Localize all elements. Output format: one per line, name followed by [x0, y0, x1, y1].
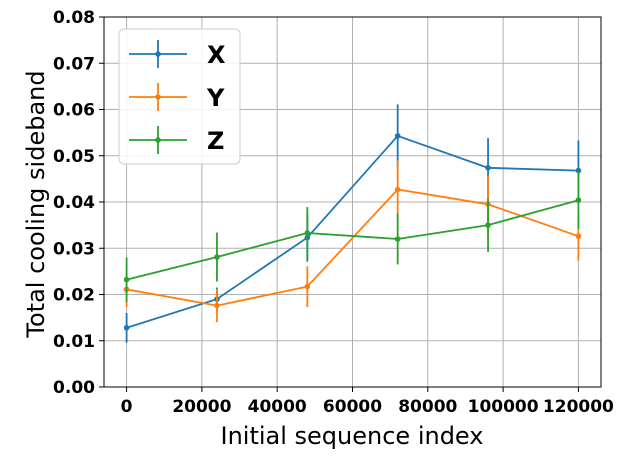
x-tick-label: 0 — [121, 397, 133, 417]
data-point — [214, 302, 220, 309]
legend: XYZ — [118, 28, 241, 165]
y-tick-label: 0.08 — [53, 8, 95, 28]
legend-swatch-marker — [155, 51, 161, 57]
legend-entry: Z — [129, 126, 224, 155]
y-tick-label: 0.06 — [53, 101, 95, 121]
data-point — [304, 283, 311, 290]
data-point — [575, 197, 582, 203]
series-line — [126, 188, 579, 307]
x-tick-label: 20000 — [172, 397, 231, 417]
data-point — [214, 254, 220, 260]
data-point — [123, 325, 130, 331]
series-z — [123, 171, 582, 302]
y-tick-label: 0.00 — [53, 378, 95, 398]
data-point — [485, 164, 491, 171]
y-tick-label: 0.02 — [53, 286, 95, 306]
data-point — [123, 276, 130, 283]
data-point — [394, 186, 401, 193]
data-point — [394, 236, 401, 242]
x-tick-label: 120000 — [543, 397, 614, 417]
data-point — [575, 233, 582, 240]
legend-label: X — [207, 41, 226, 69]
y-tick-label: 0.07 — [53, 54, 95, 74]
legend-swatch-marker — [155, 94, 161, 100]
x-ticks: 0 20000 40000 60000 80000 100000 120000 — [121, 387, 614, 417]
y-tick-label: 0.01 — [53, 332, 95, 352]
legend-label: Z — [207, 127, 224, 155]
y-tick-label: 0.04 — [53, 193, 95, 213]
data-point — [304, 230, 311, 236]
data-point — [485, 222, 491, 228]
legend-label: Y — [206, 84, 225, 112]
y-ticks: 0.00 0.01 0.02 0.03 0.04 0.05 0.06 0.07 0.08 — [53, 8, 104, 398]
x-tick-label: 60000 — [323, 397, 382, 417]
x-tick-label: 100000 — [468, 397, 539, 417]
grid — [104, 16, 601, 388]
x-tick-label: 40000 — [248, 397, 307, 417]
series-layer — [123, 104, 582, 343]
data-point — [394, 133, 401, 139]
series-line — [126, 199, 579, 281]
legend-entry: X — [129, 40, 226, 69]
legend-swatch-marker — [155, 137, 161, 143]
y-tick-label: 0.03 — [53, 239, 95, 259]
legend-entry: Y — [129, 83, 225, 112]
x-axis-title: Initial sequence index — [221, 422, 484, 450]
y-axis-title: Total cooling sideband — [22, 70, 50, 338]
series-line — [126, 134, 579, 329]
data-point — [575, 167, 582, 174]
x-tick-label: 80000 — [398, 397, 457, 417]
y-tick-label: 0.05 — [53, 147, 95, 167]
